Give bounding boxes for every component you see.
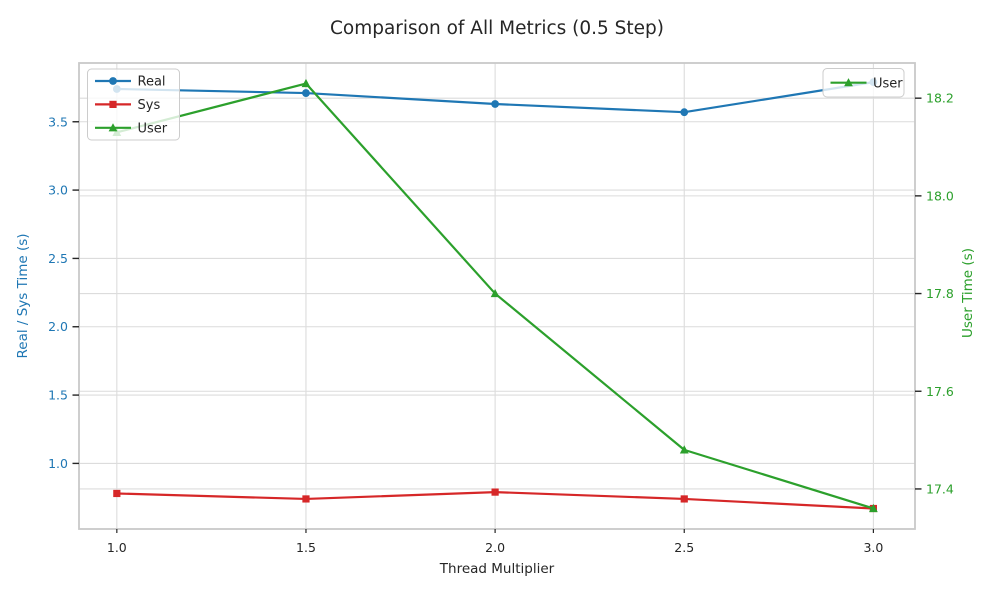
series-real-marker — [491, 100, 500, 108]
legend-upper-right: User — [822, 68, 905, 98]
series-layer — [112, 78, 878, 513]
tick-layer: 1.0 1.5 2.0 2.5 3.0 3.5 17.4 17.6 17.8 18.0 18.2 1.… — [48, 91, 954, 555]
chart-title: Comparison of All Metrics (0.5 Step) — [330, 18, 664, 39]
legend-user-marker-icon — [844, 78, 853, 87]
legend-real-marker-icon — [109, 77, 117, 85]
left-tick-label: 3.0 — [48, 183, 68, 198]
series-sys-marker — [491, 488, 499, 496]
legend-layer: Real Sys User User — [87, 68, 905, 141]
left-tick-label: 3.5 — [48, 114, 68, 129]
x-tick-label: 3.0 — [863, 540, 883, 555]
left-tick-label: 1.5 — [48, 388, 68, 403]
right-tick-label: 18.0 — [926, 188, 954, 203]
series-real-marker — [680, 108, 689, 117]
left-tick-label: 1.0 — [48, 456, 68, 471]
series-user-marker — [679, 445, 689, 454]
legend-entry-label: Real — [138, 75, 166, 90]
series-sys-marker — [113, 489, 121, 498]
right-tick-label: 17.4 — [926, 481, 954, 496]
right-tick-label: 18.2 — [926, 91, 954, 106]
x-tick-label: 1.0 — [107, 540, 127, 555]
plot-border — [78, 62, 916, 530]
series-user-marker — [868, 503, 878, 513]
x-tick-label: 1.5 — [296, 540, 316, 555]
left-tick-label: 2.5 — [48, 251, 68, 266]
series-real-marker — [302, 89, 310, 97]
series-sys-marker — [302, 495, 310, 503]
legend-box — [87, 68, 180, 141]
legend-upper-left: Real Sys User — [87, 68, 180, 141]
legend-entry-label: User — [873, 76, 903, 91]
left-tick-label: 2.0 — [48, 319, 68, 334]
right-tick-label: 17.8 — [926, 286, 954, 301]
right-tick-label: 17.6 — [926, 384, 954, 399]
legend-sys-marker-icon — [109, 100, 117, 108]
axes-spines — [78, 62, 916, 530]
legend-entry-label: Sys — [138, 98, 161, 113]
series-user-marker — [490, 288, 500, 298]
left-y-axis-label: Real / Sys Time (s) — [15, 233, 31, 358]
x-tick-label: 2.0 — [485, 540, 505, 555]
legend-user-marker-icon — [108, 123, 118, 132]
x-tick-label: 2.5 — [674, 540, 694, 555]
x-axis-label: Thread Multiplier — [439, 561, 555, 577]
series-user-marker — [301, 78, 311, 88]
series-sys-marker — [680, 495, 688, 503]
right-y-axis-label: User Time (s) — [960, 248, 976, 338]
legend-entry-label: User — [138, 121, 168, 136]
